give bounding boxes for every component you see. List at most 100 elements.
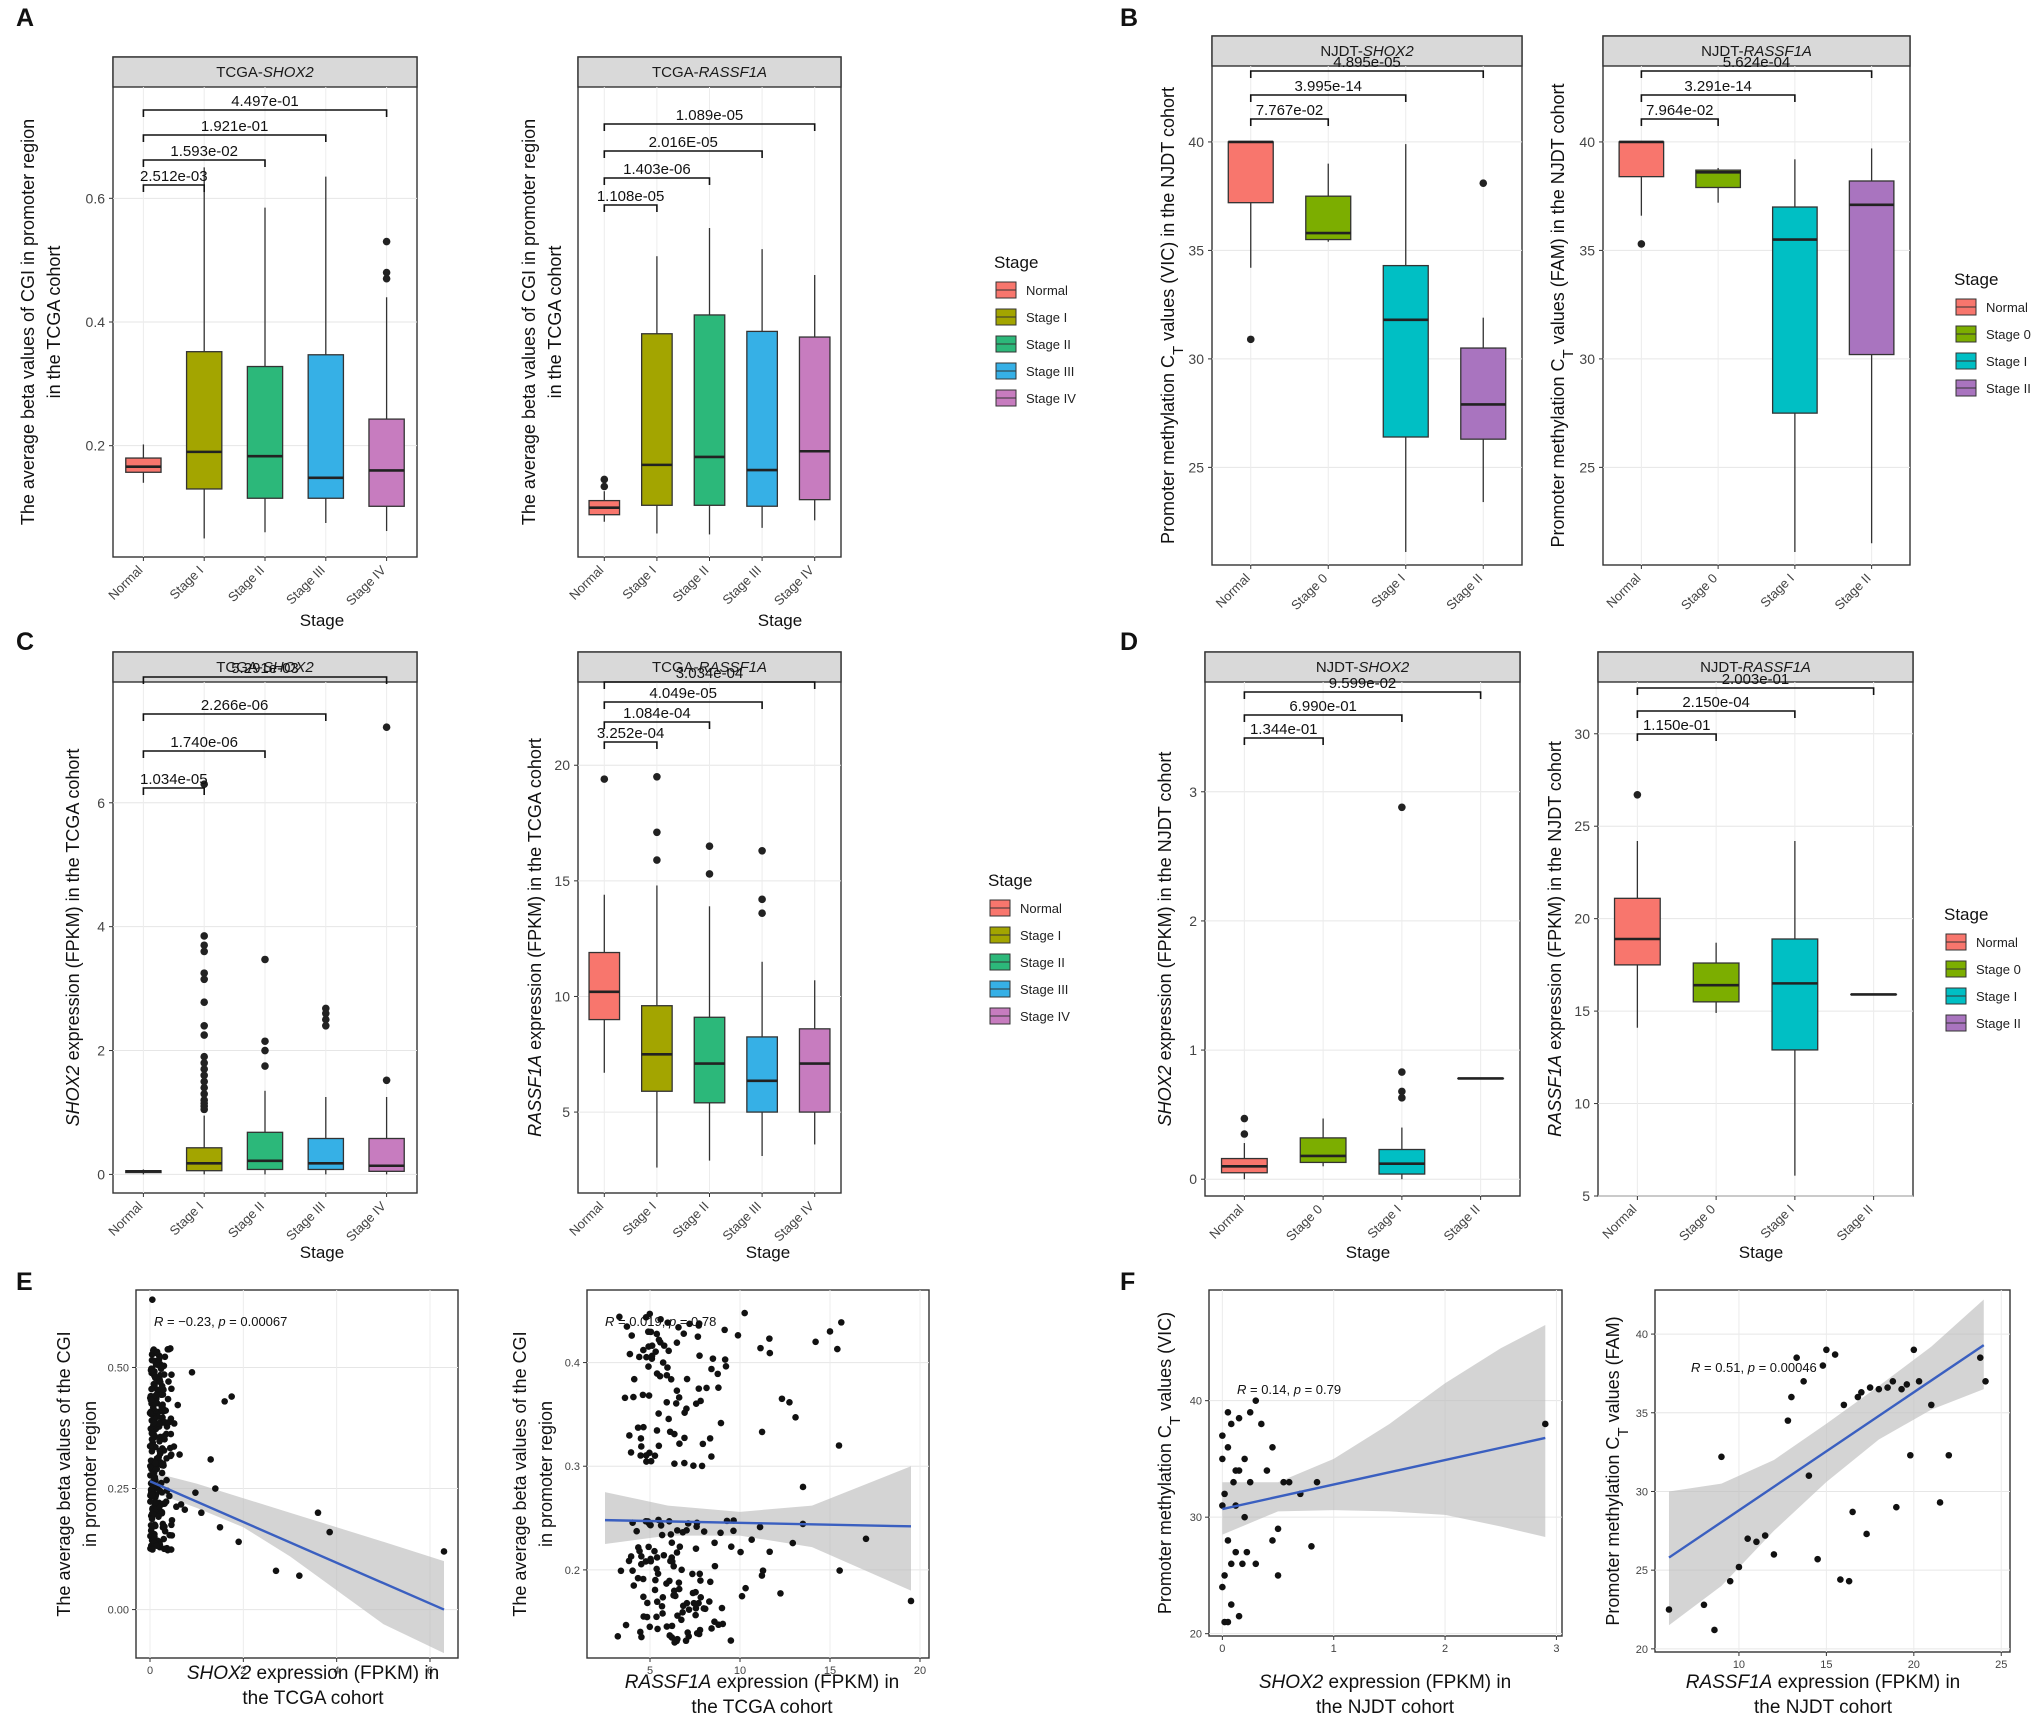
p-value-label: 1.150e-01 — [1643, 717, 1711, 734]
data-point — [670, 1592, 677, 1599]
facet-cohort: NJDT- — [1700, 659, 1743, 676]
outlier-point — [1246, 335, 1255, 344]
p-value-label: 3.252e-04 — [597, 725, 665, 742]
data-point — [648, 1342, 656, 1349]
p-value-label: 1.089e-05 — [676, 107, 744, 124]
data-point — [148, 1356, 156, 1364]
data-point — [642, 1452, 650, 1459]
y-axis-title: RASSF1A expression (FPKM) in the NJDT co… — [1545, 741, 1565, 1137]
data-point — [679, 1529, 687, 1536]
outlier-point — [1398, 803, 1406, 812]
box-iqr — [798, 336, 831, 501]
outlier-point — [600, 482, 609, 491]
data-point — [147, 1522, 155, 1529]
box-stage-i — [1771, 841, 1819, 1176]
data-point — [718, 1604, 726, 1612]
outlier-point — [653, 856, 661, 864]
stat-value: = 0.78 — [676, 1314, 716, 1329]
data-point — [617, 1567, 625, 1575]
box-stage-iv — [798, 980, 831, 1145]
legend-item: Stage II — [989, 953, 1065, 971]
significance-bracket: 7.964e-02 — [1640, 102, 1719, 126]
box-stage-iv — [798, 275, 831, 521]
data-point — [152, 1361, 160, 1368]
data-point — [758, 1428, 766, 1436]
plot-area — [1211, 35, 1523, 566]
p-value-label: 5.624e-04 — [1723, 54, 1791, 71]
outlier-point — [1637, 240, 1646, 248]
y-tick-label: 0 — [1189, 1171, 1197, 1187]
data-point — [626, 1350, 634, 1358]
legend-label: Stage II — [1026, 337, 1071, 352]
legend-title: Stage — [994, 253, 1038, 272]
outlier-point — [261, 1046, 269, 1055]
data-point — [837, 1319, 845, 1326]
data-point — [1230, 1478, 1237, 1486]
legend: Stage Normal Stage 0 Stage I Stage II — [1944, 905, 2021, 1032]
data-point — [799, 1483, 807, 1491]
data-point — [1232, 1548, 1240, 1556]
box-iqr — [1613, 897, 1661, 966]
data-point — [157, 1365, 165, 1373]
bracket-line — [1636, 733, 1717, 741]
data-point — [679, 1602, 687, 1610]
gene-symbol: RASSF1A — [1545, 1055, 1565, 1137]
data-point — [667, 1557, 674, 1565]
data-point — [654, 1625, 661, 1633]
data-point — [1263, 1467, 1271, 1474]
data-point — [174, 1401, 182, 1409]
panel-label: C — [16, 628, 34, 656]
data-point — [1235, 1612, 1243, 1620]
box-normal — [125, 1169, 162, 1175]
data-point — [786, 1398, 793, 1406]
data-point — [676, 1543, 684, 1551]
bracket-line — [142, 750, 266, 758]
data-point — [757, 1344, 764, 1352]
y-tick-label: 40 — [1188, 134, 1204, 150]
data-point — [148, 1485, 155, 1493]
panel-label: D — [1120, 628, 1138, 656]
x-tick-label: Normal — [105, 1198, 145, 1238]
data-point — [1232, 1467, 1240, 1474]
legend-label: Stage I — [1026, 310, 1067, 325]
legend: Stage Normal Stage I Stage II Stage III Stage… — [994, 253, 1076, 407]
bracket-line — [603, 741, 658, 749]
data-point — [1889, 1377, 1897, 1385]
data-point — [681, 1409, 688, 1416]
stat-value: = −0.23, — [163, 1314, 218, 1329]
p-value-label: 9.599e-02 — [1329, 675, 1397, 692]
data-point — [148, 1448, 156, 1455]
chart-E-9: 0.00 0.25 0.50 0 2 4 6 R = −0.23, p = 0.00067 SH… — [54, 1289, 459, 1709]
data-point — [668, 1622, 676, 1630]
data-point — [639, 1575, 647, 1583]
significance-bracket: 7.767e-02 — [1249, 102, 1330, 126]
facet-title: NJDT-RASSF1A — [1701, 43, 1812, 60]
p-value-label: 1.740e-06 — [170, 734, 238, 751]
y-axis-title: The average beta values of the CGI — [54, 1331, 74, 1616]
legend-item: Stage II — [1945, 1014, 2021, 1032]
data-point — [212, 1485, 219, 1492]
label-part: values (VIC) — [1155, 1312, 1175, 1416]
x-tick-label: Normal — [1213, 570, 1253, 610]
legend-item: Stage III — [995, 362, 1074, 380]
data-point — [167, 1345, 174, 1352]
facet-cohort: TCGA- — [216, 64, 263, 81]
x-tick-label: 4 — [334, 1665, 340, 1677]
x-tick-label: Stage I — [1757, 571, 1797, 611]
label-part: values (VIC) in the NJDT cohort — [1158, 87, 1178, 346]
gene-symbol: RASSF1A — [625, 1672, 712, 1693]
data-point — [711, 1539, 718, 1547]
box-iqr — [1771, 206, 1818, 414]
p-value-label: 6.990e-01 — [1289, 698, 1357, 715]
data-point — [147, 1498, 154, 1505]
x-tick-label: Stage III — [283, 563, 328, 608]
data-point — [1227, 1420, 1235, 1428]
data-point — [653, 1598, 661, 1606]
data-point — [1863, 1530, 1870, 1538]
box-iqr — [746, 330, 779, 507]
data-point — [679, 1608, 686, 1616]
data-point — [1793, 1354, 1800, 1361]
y-tick-label: 6 — [97, 795, 105, 811]
